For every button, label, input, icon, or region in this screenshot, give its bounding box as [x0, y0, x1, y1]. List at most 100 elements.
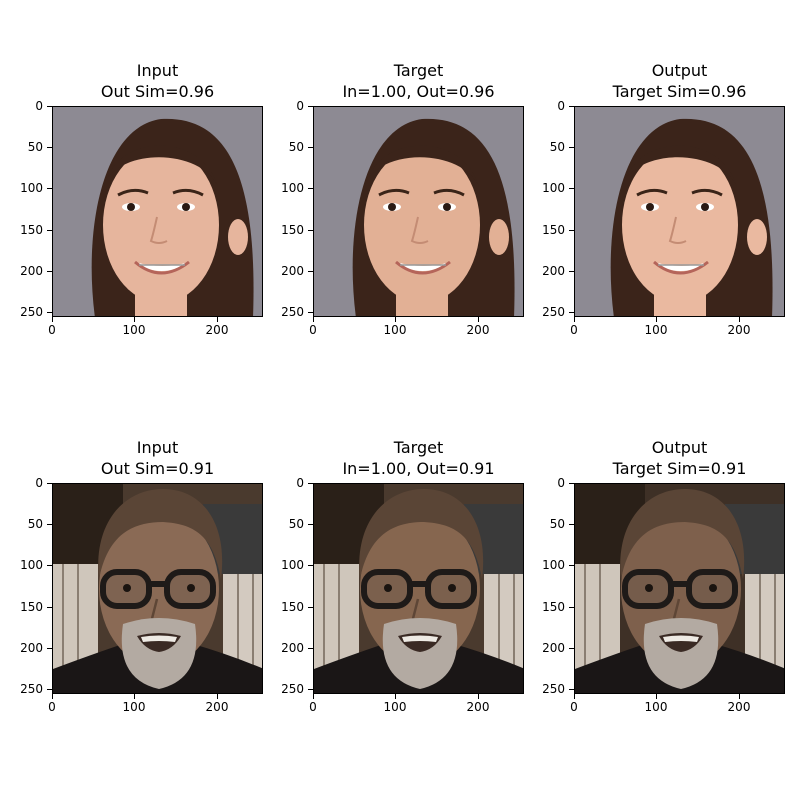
image-axes — [313, 483, 524, 694]
panel-title-line2: In=1.00, Out=0.96 — [342, 82, 495, 101]
y-tick — [308, 483, 313, 484]
y-tick-label: 0 — [296, 476, 304, 490]
panel-title-line2: In=1.00, Out=0.91 — [342, 459, 495, 478]
panel-title-line1: Output — [651, 61, 708, 80]
y-tick-label: 50 — [288, 517, 304, 531]
y-tick — [308, 524, 313, 525]
x-tick-label: 100 — [644, 323, 668, 337]
y-tick — [47, 147, 52, 148]
x-tick — [478, 694, 479, 699]
y-tick-label: 250 — [20, 305, 43, 319]
panel-title-line2: Out Sim=0.96 — [100, 82, 215, 101]
y-tick — [569, 230, 574, 231]
y-tick — [569, 312, 574, 313]
y-tick — [47, 230, 52, 231]
x-tick — [656, 694, 657, 699]
panel-title: Target In=1.00, Out=0.91 — [289, 437, 549, 479]
man-portrait-image — [53, 484, 262, 693]
y-tick-label: 150 — [20, 223, 43, 237]
x-tick — [134, 694, 135, 699]
y-tick-label: 150 — [542, 223, 565, 237]
y-tick — [47, 524, 52, 525]
panel-title: Output Target Sim=0.91 — [550, 437, 800, 479]
y-tick-label: 250 — [542, 682, 565, 696]
y-tick — [569, 483, 574, 484]
x-tick — [395, 694, 396, 699]
y-tick-label: 200 — [542, 264, 565, 278]
panel-title-line1: Input — [136, 438, 179, 457]
x-tick — [217, 694, 218, 699]
y-tick — [47, 106, 52, 107]
y-tick — [569, 106, 574, 107]
x-tick-label: 200 — [727, 700, 751, 714]
y-tick — [308, 147, 313, 148]
y-tick-label: 100 — [281, 181, 304, 195]
y-tick-label: 100 — [281, 558, 304, 572]
x-tick — [574, 694, 575, 699]
y-tick-label: 200 — [281, 641, 304, 655]
image-axes — [574, 106, 785, 317]
panel-title: Input Out Sim=0.96 — [28, 60, 288, 102]
girl-portrait-image — [314, 107, 523, 316]
y-tick-label: 150 — [281, 600, 304, 614]
y-tick-label: 100 — [20, 558, 43, 572]
y-tick — [308, 188, 313, 189]
x-tick-label: 0 — [309, 700, 317, 714]
y-tick — [569, 607, 574, 608]
panel-title: Input Out Sim=0.91 — [28, 437, 288, 479]
y-tick — [47, 689, 52, 690]
y-tick-label: 100 — [542, 181, 565, 195]
x-tick — [52, 317, 53, 322]
y-tick-label: 250 — [542, 305, 565, 319]
y-tick — [569, 147, 574, 148]
x-tick-label: 200 — [205, 700, 229, 714]
y-tick — [308, 312, 313, 313]
y-tick-label: 0 — [35, 476, 43, 490]
image-axes — [52, 483, 263, 694]
y-tick — [569, 271, 574, 272]
x-tick — [313, 694, 314, 699]
x-tick-label: 100 — [383, 323, 407, 337]
panel-title-line1: Input — [136, 61, 179, 80]
y-tick — [47, 565, 52, 566]
y-tick-label: 150 — [20, 600, 43, 614]
y-tick-label: 0 — [557, 99, 565, 113]
x-tick-label: 100 — [383, 700, 407, 714]
y-tick — [47, 607, 52, 608]
x-tick — [217, 317, 218, 322]
y-tick — [569, 648, 574, 649]
panel-title: Target In=1.00, Out=0.96 — [289, 60, 549, 102]
image-axes — [52, 106, 263, 317]
x-tick — [574, 317, 575, 322]
panel-title-line2: Out Sim=0.91 — [100, 459, 215, 478]
x-tick — [52, 694, 53, 699]
y-tick — [308, 648, 313, 649]
y-tick-label: 50 — [549, 517, 565, 531]
y-tick — [308, 106, 313, 107]
y-tick-label: 200 — [20, 264, 43, 278]
y-tick — [569, 524, 574, 525]
x-tick — [313, 317, 314, 322]
y-tick-label: 200 — [542, 641, 565, 655]
y-tick-label: 150 — [281, 223, 304, 237]
x-tick — [739, 694, 740, 699]
panel-title-line1: Target — [393, 438, 444, 457]
x-tick-label: 0 — [570, 700, 578, 714]
panel-title-line2: Target Sim=0.96 — [612, 82, 747, 101]
x-tick-label: 0 — [309, 323, 317, 337]
image-axes — [574, 483, 785, 694]
y-tick — [47, 648, 52, 649]
y-tick — [569, 689, 574, 690]
x-tick — [739, 317, 740, 322]
y-tick-label: 0 — [35, 99, 43, 113]
x-tick-label: 100 — [122, 323, 146, 337]
y-tick-label: 50 — [27, 517, 43, 531]
y-tick-label: 200 — [20, 641, 43, 655]
x-tick-label: 0 — [48, 323, 56, 337]
y-tick-label: 250 — [20, 682, 43, 696]
y-tick — [308, 271, 313, 272]
man-portrait-image — [314, 484, 523, 693]
man-portrait-image — [575, 484, 784, 693]
panel-title-line1: Output — [651, 438, 708, 457]
panel-title-line1: Target — [393, 61, 444, 80]
